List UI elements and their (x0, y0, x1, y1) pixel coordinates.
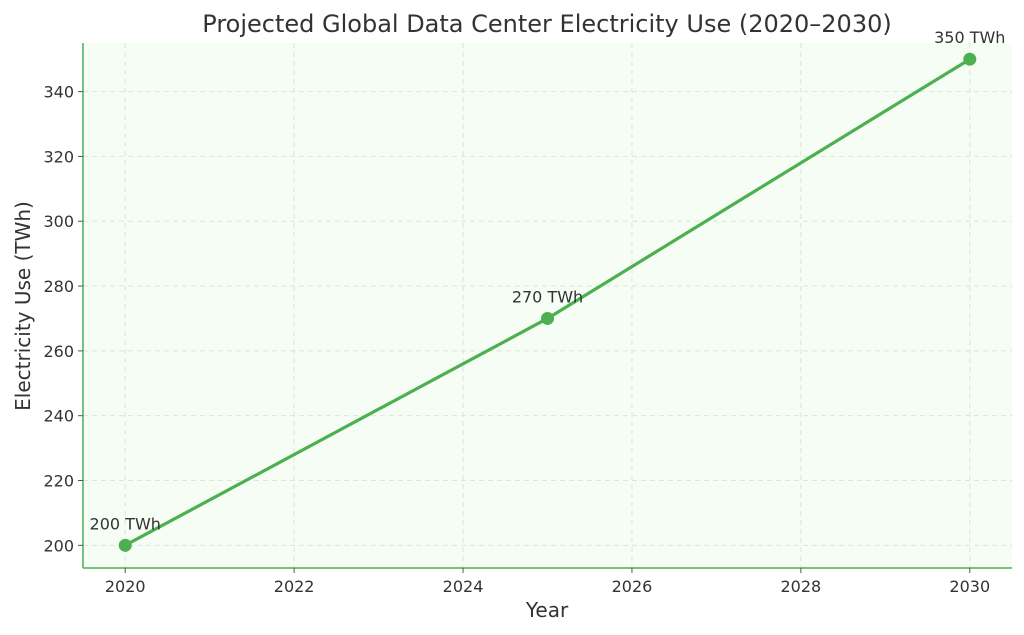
x-axis-label: Year (525, 598, 569, 622)
x-axis-ticks: 2020 2022 2024 2026 2028 2030 (105, 568, 990, 596)
y-tick-label: 320 (43, 147, 74, 166)
x-tick-label: 2024 (443, 577, 484, 596)
y-tick-label: 220 (43, 472, 74, 491)
data-point (118, 538, 132, 552)
y-tick-label: 200 (43, 536, 74, 555)
data-label: 200 TWh (90, 514, 161, 533)
data-point (541, 311, 554, 325)
data-points (118, 52, 977, 552)
grid (83, 43, 1012, 568)
y-axis-ticks: 200 220 240 260 280 300 320 340 (43, 83, 83, 555)
x-tick-label: 2020 (105, 577, 146, 596)
data-point (963, 52, 977, 66)
x-tick-label: 2030 (949, 577, 990, 596)
y-tick-label: 240 (43, 407, 74, 426)
data-label: 270 TWh (512, 287, 583, 306)
x-tick-label: 2022 (274, 577, 315, 596)
x-tick-label: 2028 (781, 577, 822, 596)
y-tick-label: 300 (43, 212, 74, 231)
chart-title: Projected Global Data Center Electricity… (202, 10, 891, 38)
x-tick-label: 2026 (612, 577, 653, 596)
y-tick-label: 280 (43, 277, 74, 296)
y-axis-label: Electricity Use (TWh) (11, 201, 35, 411)
data-labels: 200 TWh 270 TWh 350 TWh (90, 28, 1006, 533)
y-tick-label: 340 (43, 83, 74, 102)
data-label: 350 TWh (934, 28, 1005, 47)
y-tick-label: 260 (43, 342, 74, 361)
